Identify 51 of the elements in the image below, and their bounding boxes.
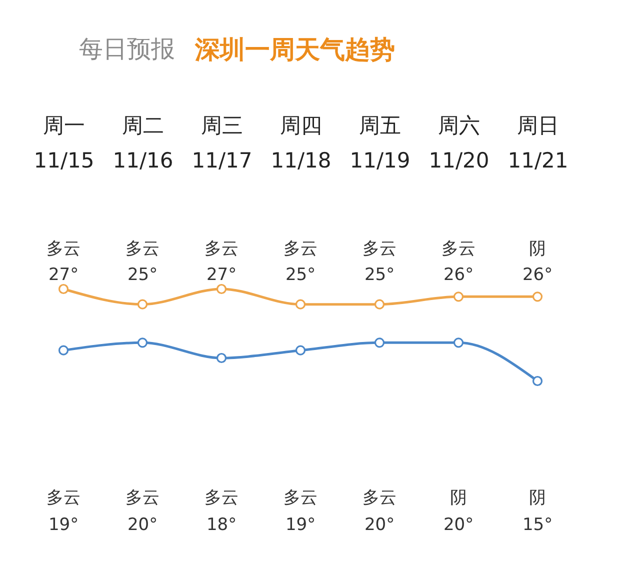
point	[453, 292, 464, 302]
x-tick-label: 周日 11/21	[508, 114, 568, 172]
point	[532, 376, 543, 386]
point	[374, 299, 385, 310]
point	[532, 292, 543, 302]
text: 多云	[204, 488, 238, 508]
x-tick-label: 周五 11/19	[350, 114, 410, 172]
data-label: 18°	[206, 515, 237, 535]
data-label: 26°	[522, 265, 553, 285]
text: 多云	[46, 239, 80, 259]
point	[374, 338, 385, 348]
text: 阴	[450, 488, 467, 508]
data-label: 19°	[285, 515, 316, 535]
data-label: 25°	[364, 265, 395, 285]
point	[216, 352, 227, 364]
point	[58, 284, 69, 294]
text: 多云	[46, 488, 80, 508]
x-tick-label: 周四 11/18	[270, 114, 332, 172]
text: 多云	[126, 239, 160, 259]
x-tick-label: 周一 11/15	[34, 114, 94, 172]
x-tick-label: 周六 11/20	[428, 114, 490, 172]
data-label: 15°	[522, 515, 553, 535]
text: 阴	[529, 488, 546, 508]
data-label: 25°	[285, 265, 316, 285]
point	[295, 345, 306, 356]
data-label: 27°	[206, 265, 237, 285]
text: 多云	[284, 239, 318, 259]
data-label: 19°	[48, 515, 79, 535]
point	[453, 338, 464, 348]
point	[137, 338, 148, 348]
data-label: 20°	[127, 515, 158, 535]
x-tick-label: 周二 11/16	[112, 114, 174, 172]
chart-title: 每日预报	[79, 35, 175, 63]
data-label: 20°	[364, 515, 395, 535]
text: 多云	[284, 488, 318, 508]
text: 多云	[362, 488, 396, 508]
chart-subtitle: 深圳一周天气趋势	[194, 35, 395, 64]
text: 多云	[442, 239, 476, 259]
text: 多云	[126, 488, 160, 508]
point	[216, 284, 227, 294]
text: 多云	[362, 239, 396, 259]
x-tick-label: 周三 11/17	[192, 114, 252, 172]
text: 阴	[529, 239, 546, 259]
point	[58, 345, 69, 356]
text: 多云	[204, 239, 238, 259]
data-label: 27°	[48, 265, 79, 285]
data-label: 25°	[127, 265, 158, 285]
data-label: 26°	[443, 265, 474, 285]
point	[137, 299, 148, 310]
point	[295, 299, 306, 310]
data-label: 20°	[443, 515, 474, 535]
